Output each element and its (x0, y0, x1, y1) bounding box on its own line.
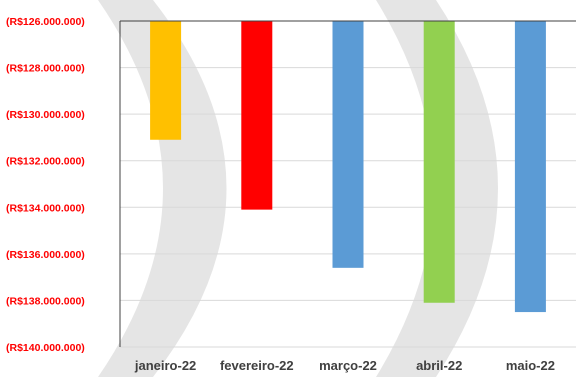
y-tick-label: (R$138.000.000) (6, 295, 85, 307)
y-tick-label: (R$132.000.000) (6, 156, 85, 168)
y-tick-label: (R$126.000.000) (6, 16, 85, 28)
bar-abril-22 (423, 21, 455, 303)
bar-maio-22 (514, 21, 546, 313)
bars (150, 21, 546, 313)
y-tick-label: (R$128.000.000) (6, 63, 85, 75)
y-tick-label: (R$134.000.000) (6, 202, 85, 214)
watermark-arc-left (98, 0, 227, 377)
y-axis-tick-labels: (R$126.000.000) (R$128.000.000) (R$130.000… (6, 16, 85, 354)
y-tick-label: (R$130.000.000) (6, 109, 85, 121)
x-tick-label: abril-22 (416, 358, 462, 373)
x-tick-label: fevereiro-22 (220, 358, 294, 373)
x-tick-label: março-22 (319, 358, 377, 373)
y-tick-label: (R$136.000.000) (6, 249, 85, 261)
x-tick-label: maio-22 (506, 358, 555, 373)
x-tick-label: janeiro-22 (134, 358, 196, 373)
bar-março-22 (332, 21, 364, 268)
y-tick-label: (R$140.000.000) (6, 342, 85, 354)
bar-janeiro-22 (150, 21, 182, 140)
x-axis-tick-labels: janeiro-22 fevereiro-22 março-22 abril-22 ma… (134, 358, 555, 373)
bar-fevereiro-22 (241, 21, 273, 210)
